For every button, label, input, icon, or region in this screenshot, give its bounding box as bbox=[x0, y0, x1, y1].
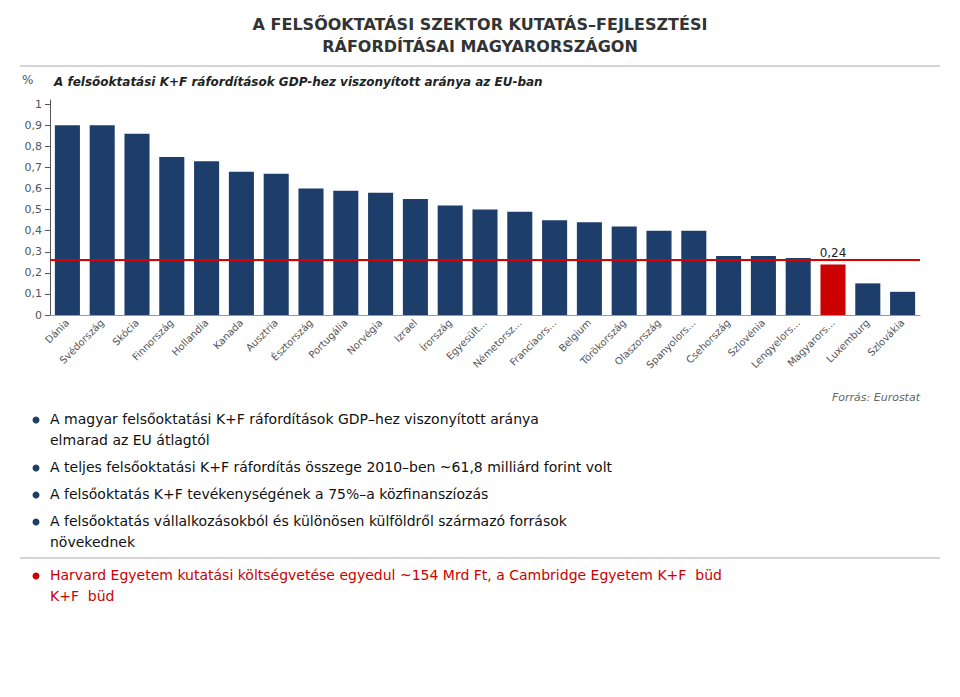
svg-text:A teljes felsőoktatási K+F ráf: A teljes felsőoktatási K+F ráfordítás ös… bbox=[50, 459, 613, 475]
svg-text:0,1: 0,1 bbox=[25, 287, 43, 300]
svg-text:Spanyolors...: Spanyolors... bbox=[644, 317, 698, 371]
svg-text:Egyesült...: Egyesült... bbox=[444, 317, 489, 362]
svg-text:Törökország: Törökország bbox=[578, 317, 629, 367]
svg-text:Izrael: Izrael bbox=[392, 317, 419, 344]
svg-text:A felsőoktatás vállalkozásokbó: A felsőoktatás vállalkozásokból és külön… bbox=[50, 513, 568, 529]
svg-text:A felsőoktatási K+F ráfordítás: A felsőoktatási K+F ráfordítások GDP-hez… bbox=[53, 75, 543, 89]
svg-text:0,8: 0,8 bbox=[25, 140, 43, 153]
svg-text:Lengyelors...: Lengyelors... bbox=[749, 317, 803, 371]
svg-text:Finnország: Finnország bbox=[130, 317, 176, 363]
svg-text:Szlovénia: Szlovénia bbox=[725, 317, 768, 359]
svg-text:Harvard Egyetem kutatási költs: Harvard Egyetem kutatási költségvetése e… bbox=[50, 567, 722, 583]
svg-text:Forrás: Eurostat: Forrás: Eurostat bbox=[832, 391, 921, 404]
svg-text:Belgium: Belgium bbox=[556, 317, 594, 354]
svg-text:K+F büd: K+F büd bbox=[50, 588, 115, 604]
svg-text:A magyar felsőoktatási K+F ráf: A magyar felsőoktatási K+F ráfordítások … bbox=[50, 411, 539, 427]
svg-text:%: % bbox=[22, 73, 33, 87]
svg-text:A felsőoktatás K+F tevékenység: A felsőoktatás K+F tevékenységének a 75%… bbox=[50, 486, 488, 502]
svg-text:Kanada: Kanada bbox=[211, 317, 245, 351]
svg-text:Svédország: Svédország bbox=[57, 317, 106, 366]
svg-text:A FELSŐOKTATÁSI SZEKTOR KUTATÁ: A FELSŐOKTATÁSI SZEKTOR KUTATÁS–FEJLESZT… bbox=[253, 14, 708, 34]
svg-text:Olaszország: Olaszország bbox=[612, 317, 663, 368]
svg-text:0,9: 0,9 bbox=[25, 119, 43, 132]
svg-text:0,4: 0,4 bbox=[25, 224, 43, 237]
svg-text:elmarad az EU átlagtól: elmarad az EU átlagtól bbox=[50, 432, 210, 448]
svg-text:Skócia: Skócia bbox=[110, 317, 141, 348]
svg-text:0: 0 bbox=[35, 309, 42, 322]
svg-text:0,3: 0,3 bbox=[25, 245, 43, 258]
svg-text:Magyarors...: Magyarors... bbox=[785, 317, 837, 369]
svg-text:növekednek: növekednek bbox=[50, 534, 136, 550]
svg-text:Ausztria: Ausztria bbox=[244, 317, 280, 353]
svg-text:Dánia: Dánia bbox=[43, 317, 71, 345]
svg-text:0,6: 0,6 bbox=[25, 182, 43, 195]
svg-text:0,5: 0,5 bbox=[25, 203, 43, 216]
svg-text:Norvégia: Norvégia bbox=[345, 317, 385, 357]
svg-text:0,7: 0,7 bbox=[25, 161, 43, 174]
svg-text:0,2: 0,2 bbox=[25, 266, 43, 279]
svg-text:Hollandia: Hollandia bbox=[170, 317, 211, 358]
svg-text:Franciaors...: Franciaors... bbox=[508, 317, 559, 368]
svg-text:RÁFORDÍTÁSAI MAGYARORSZÁGON: RÁFORDÍTÁSAI MAGYARORSZÁGON bbox=[322, 37, 638, 56]
svg-text:Luxemburg: Luxemburg bbox=[824, 317, 871, 364]
svg-text:Szlovákia: Szlovákia bbox=[865, 317, 906, 358]
svg-text:Németorsz...: Németorsz... bbox=[471, 317, 524, 370]
svg-text:Írország: Írország bbox=[417, 316, 454, 353]
svg-text:Portugália: Portugália bbox=[306, 317, 349, 360]
svg-text:Csehország: Csehország bbox=[684, 317, 733, 366]
svg-text:0,24: 0,24 bbox=[820, 246, 847, 260]
svg-text:1: 1 bbox=[35, 98, 42, 111]
svg-text:Észtország: Észtország bbox=[268, 316, 315, 363]
